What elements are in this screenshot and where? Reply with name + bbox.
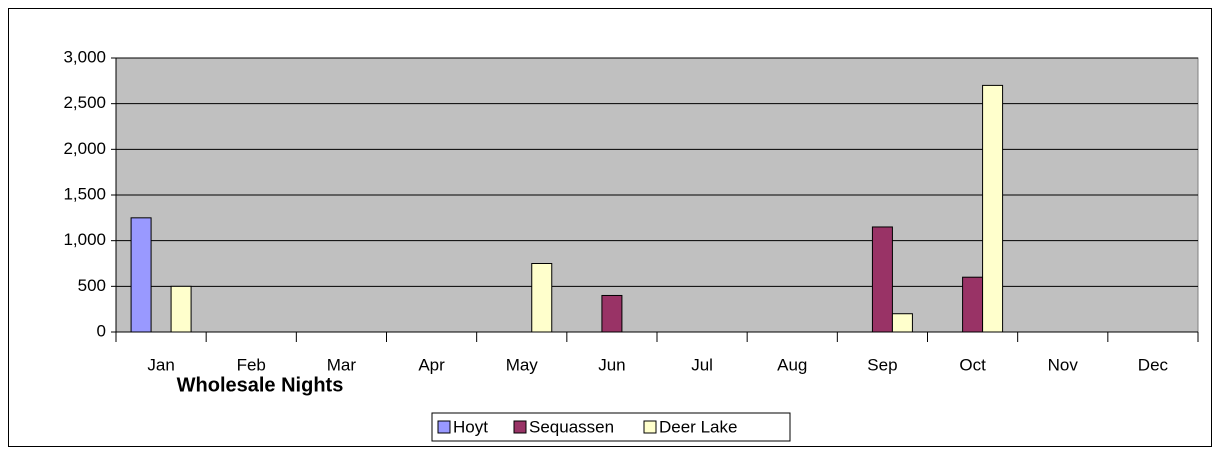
x-tick-label: Jul: [691, 355, 713, 374]
bar: [891, 313, 913, 333]
bar: [962, 276, 984, 333]
x-tick-label: Jan: [147, 355, 174, 374]
y-tick-label: 0: [97, 321, 106, 340]
chart-title: Wholesale Nights: [177, 374, 344, 396]
x-tick-label: Sep: [867, 355, 897, 374]
legend-swatch: [643, 420, 657, 434]
legend-label: Deer Lake: [659, 417, 737, 436]
y-tick-label: 500: [78, 276, 106, 295]
y-tick-label: 1,000: [63, 230, 106, 249]
x-tick-label: Apr: [418, 355, 445, 374]
y-tick-label: 2,000: [63, 139, 106, 158]
bar: [871, 226, 893, 333]
bar: [531, 263, 553, 333]
bar: [130, 217, 152, 333]
bar: [170, 285, 192, 333]
x-tick-label: May: [506, 355, 539, 374]
x-tick-label: Feb: [237, 355, 266, 374]
y-tick-label: 2,500: [63, 93, 106, 112]
y-tick-label: 3,000: [63, 47, 106, 66]
x-tick-label: Oct: [959, 355, 986, 374]
legend-swatch: [437, 420, 451, 434]
x-tick-label: Mar: [327, 355, 357, 374]
y-tick-label: 1,500: [63, 184, 106, 203]
x-tick-label: Jun: [598, 355, 625, 374]
x-tick-label: Aug: [777, 355, 807, 374]
x-tick-label: Dec: [1138, 355, 1169, 374]
legend-label: Hoyt: [453, 417, 488, 436]
legend-box: [431, 412, 791, 442]
legend-label: Sequassen: [529, 417, 614, 436]
bar: [601, 294, 623, 333]
bar: [982, 84, 1004, 333]
legend-swatch: [513, 420, 527, 434]
x-tick-label: Nov: [1048, 355, 1079, 374]
